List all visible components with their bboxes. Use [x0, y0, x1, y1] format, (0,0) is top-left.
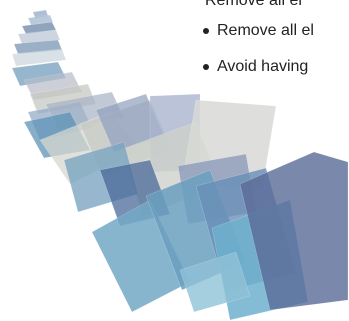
sheets: [11, 9, 349, 321]
bullet-dot: [203, 64, 209, 70]
bullet-text: Remove all el: [217, 22, 314, 39]
bullet-text: Avoid having: [217, 58, 309, 75]
bullet-text: Remove all el: [205, 0, 302, 9]
bullet-dot: [203, 28, 209, 34]
